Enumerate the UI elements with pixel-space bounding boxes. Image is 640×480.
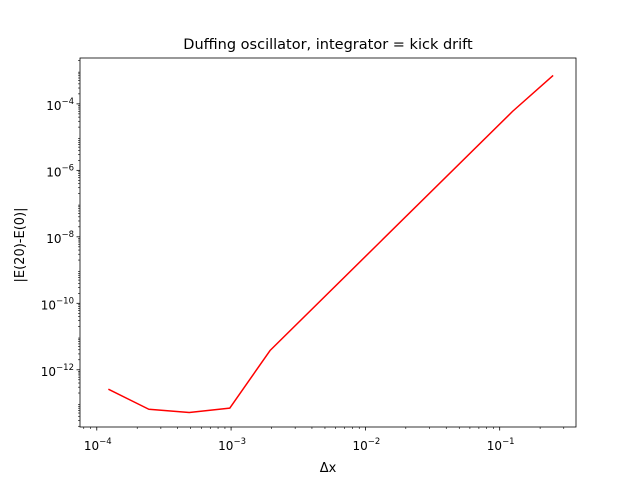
- x-tick-label: 10−2: [352, 437, 380, 453]
- y-tick-label: 10−10: [41, 296, 74, 312]
- x-axis-label: Δx: [320, 461, 337, 476]
- y-axis-label: |E(20)-E(0)|: [13, 208, 28, 283]
- x-tick-label: 10−4: [84, 437, 112, 453]
- axes-frame: [79, 57, 577, 428]
- x-tick-label: 10−3: [218, 437, 246, 453]
- y-tick-label: 10−8: [46, 230, 74, 246]
- series-line: [108, 74, 554, 414]
- x-tick-label: 10−1: [487, 437, 515, 453]
- y-tick-label: 10−6: [46, 163, 74, 179]
- y-tick-label: 10−4: [46, 97, 74, 113]
- chart-title: Duffing oscillator, integrator = kick dr…: [183, 37, 473, 53]
- y-tick-label: 10−12: [41, 363, 74, 379]
- plot-area: 10−4 10−3 10−2 10−1 10−12 10−10 10−8 10−6 10−4: [41, 57, 577, 453]
